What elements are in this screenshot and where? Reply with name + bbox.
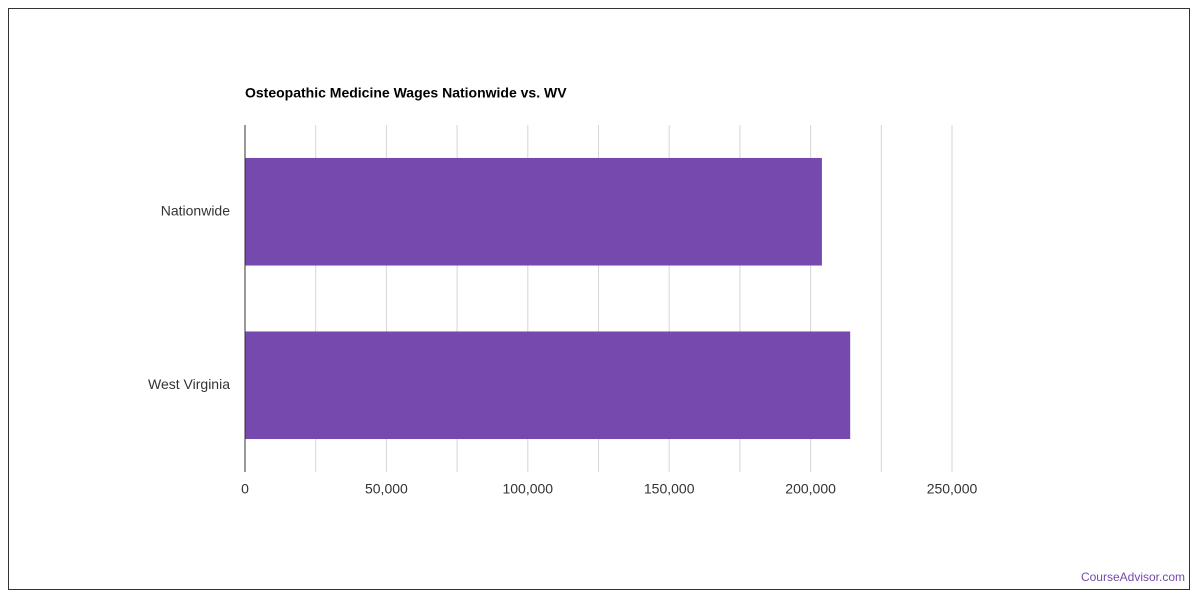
bar	[245, 157, 822, 266]
x-tick-label: 200,000	[785, 481, 836, 497]
chart-title: Osteopathic Medicine Wages Nationwide vs…	[245, 85, 567, 101]
x-tick-label: 150,000	[644, 481, 695, 497]
x-tick-label: 50,000	[365, 481, 408, 497]
x-tick-label: 250,000	[927, 481, 978, 497]
y-tick-label: West Virginia	[148, 376, 230, 392]
y-tick-label: Nationwide	[161, 202, 230, 218]
footer: CourseAdvisor.com	[1081, 570, 1185, 584]
x-tick-label: 0	[241, 481, 249, 497]
bar	[245, 331, 851, 440]
x-tick-label: 100,000	[502, 481, 553, 497]
